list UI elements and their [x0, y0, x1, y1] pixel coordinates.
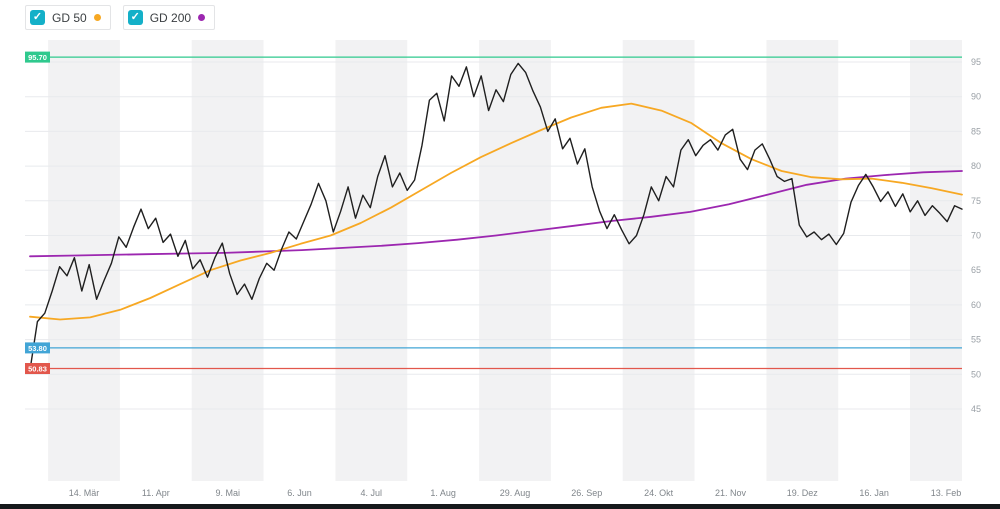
threshold-badge-label: 53.80 [28, 344, 47, 353]
x-axis-label: 16. Jan [859, 488, 889, 498]
y-axis-label: 60 [971, 300, 981, 310]
series-gd200 [29, 170, 963, 258]
series-price [29, 62, 963, 371]
y-axis-label: 50 [971, 369, 981, 379]
x-axis-label: 19. Dez [787, 488, 819, 498]
y-axis-label: 90 [971, 92, 981, 102]
x-axis-label: 1. Aug [430, 488, 456, 498]
y-axis-label: 55 [971, 335, 981, 345]
background-stripe [335, 40, 408, 481]
background-stripe [766, 40, 839, 481]
bottom-divider [0, 504, 1000, 509]
x-axis-label: 21. Nov [715, 488, 747, 498]
y-axis-label: 45 [971, 404, 981, 414]
background-stripe [910, 40, 962, 481]
x-axis-label: 24. Okt [644, 488, 674, 498]
gd200-series-color-dot [198, 14, 206, 21]
background-stripe [622, 40, 695, 481]
x-axis-label: 14. Mär [69, 488, 100, 498]
threshold-badge-label: 50.83 [28, 365, 47, 374]
background-stripe [479, 40, 551, 481]
y-axis-label: 75 [971, 196, 981, 206]
threshold-badge [25, 51, 50, 63]
threshold-badge [25, 342, 50, 354]
threshold-badge [25, 363, 50, 374]
y-axis-label: 80 [971, 161, 981, 171]
legend-toggle-gd200[interactable]: ✓ GD 200 [122, 5, 216, 30]
legend-toggle-gd50[interactable]: ✓ GD 50 [25, 5, 111, 30]
background-stripe [48, 40, 120, 481]
x-axis-label: 13. Feb [931, 488, 962, 498]
chart-legend: ✓ GD 50 ✓ GD 200 [25, 5, 216, 30]
gd200-checkbox-checked-icon[interactable]: ✓ [127, 10, 143, 25]
x-axis-label: 29. Aug [500, 488, 531, 498]
gd50-checkbox-checked-icon[interactable]: ✓ [30, 10, 45, 25]
x-axis-label: 6. Jun [287, 488, 312, 498]
gd50-series-color-dot [93, 14, 101, 21]
y-axis-label: 85 [971, 126, 981, 136]
y-axis-label: 95 [971, 57, 981, 67]
x-axis-label: 9. Mai [215, 488, 240, 498]
x-axis-label: 11. Apr [142, 488, 170, 498]
y-axis-label: 65 [971, 265, 981, 275]
x-axis-label: 4. Jul [361, 488, 383, 498]
y-axis-label: 70 [971, 231, 981, 241]
threshold-badge-label: 95.70 [28, 53, 47, 62]
series-gd50 [29, 102, 963, 321]
gd50-legend-label: GD 50 [52, 10, 87, 25]
background-stripe [191, 40, 264, 481]
x-axis-label: 26. Sep [571, 488, 602, 498]
gd200-legend-label: GD 200 [149, 10, 192, 25]
